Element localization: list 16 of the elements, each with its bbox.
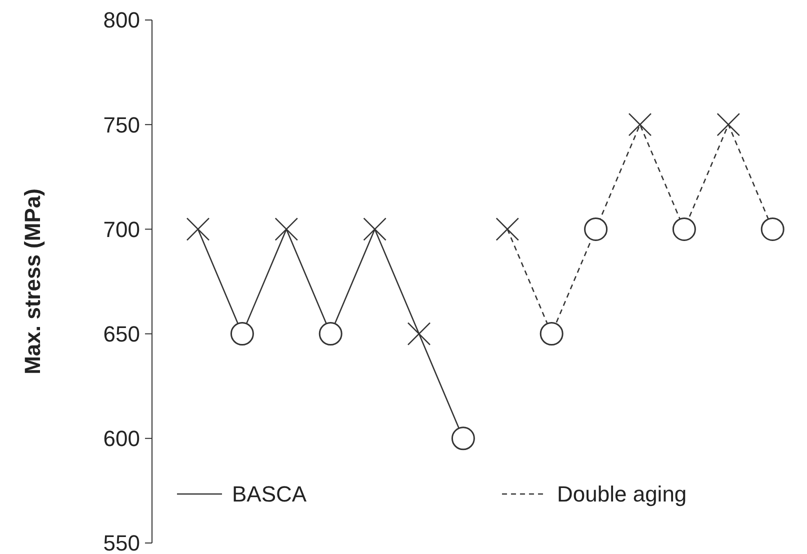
point xyxy=(672,217,696,241)
y-tick-label: 650 xyxy=(103,322,140,346)
y-tick-label: 700 xyxy=(103,216,140,242)
y-axis-title: Max. stress (MPa) xyxy=(20,188,45,374)
point xyxy=(584,217,608,241)
y-tick-label: 800 xyxy=(103,8,140,33)
legend-label: Double aging xyxy=(557,482,687,507)
point xyxy=(451,426,475,450)
point xyxy=(760,217,784,241)
point xyxy=(540,322,564,346)
point xyxy=(318,322,342,346)
y-tick-label: 750 xyxy=(103,112,140,138)
y-tick-label: 600 xyxy=(103,426,140,452)
legend-label: BASCA xyxy=(232,482,307,507)
y-tick-label: 550 xyxy=(103,530,140,554)
point xyxy=(230,322,254,346)
